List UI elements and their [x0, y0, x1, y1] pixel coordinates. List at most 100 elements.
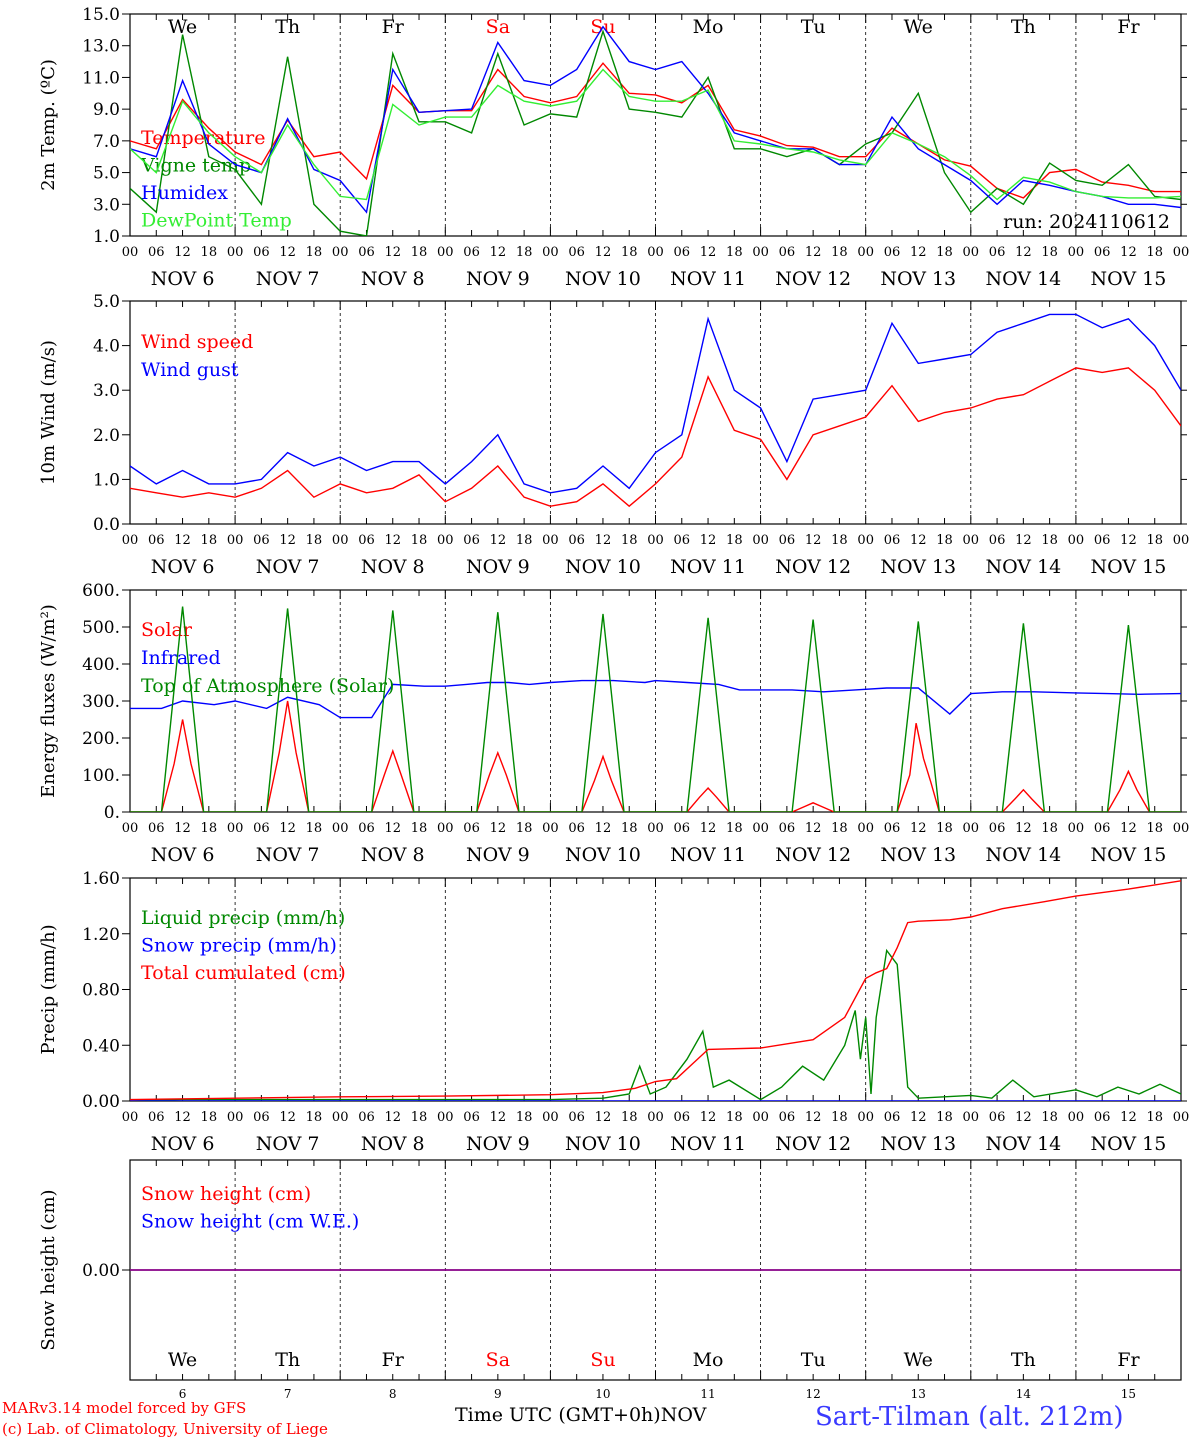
hour-tick-label: 18: [1146, 533, 1163, 548]
hour-tick-label: 06: [568, 1110, 585, 1125]
hour-tick-label: 06: [779, 821, 796, 836]
hour-tick-label: 00: [542, 821, 559, 836]
day-number-label: 12: [806, 1387, 821, 1401]
series-line-total-cumulated-cm: [130, 880, 1181, 1101]
date-label: NOV 11: [670, 556, 746, 578]
hour-tick-label: 12: [805, 533, 822, 548]
weekday-label: Th: [275, 16, 300, 38]
weekday-label: Mo: [693, 16, 724, 38]
date-label: NOV 13: [880, 268, 956, 290]
hour-tick-label: 18: [831, 821, 848, 836]
weekday-label: Th: [1011, 1349, 1036, 1371]
hour-tick-label: 00: [857, 821, 874, 836]
date-label: NOV 8: [361, 556, 425, 578]
y-tick-label: 300.: [82, 692, 120, 712]
hour-tick-label: 06: [463, 1110, 480, 1125]
hour-tick-label: 00: [647, 821, 664, 836]
hour-tick-label: 18: [1041, 1110, 1058, 1125]
date-label: NOV 10: [565, 556, 641, 578]
hour-tick-label: 12: [174, 533, 191, 548]
date-label: NOV 8: [361, 268, 425, 290]
hour-tick-label: 06: [674, 821, 691, 836]
weekday-label: Th: [275, 1349, 300, 1371]
day-number-label: 9: [494, 1387, 502, 1401]
y-tick-label: 400.: [82, 655, 120, 675]
legend-entry: Snow precip (mm/h): [141, 935, 337, 957]
legend-entry: Temperature: [141, 127, 265, 149]
hour-tick-label: 06: [779, 1110, 796, 1125]
hour-tick-label: 06: [989, 533, 1006, 548]
hour-tick-label: 12: [595, 1110, 612, 1125]
legend-entry: Wind speed: [141, 331, 253, 353]
hour-tick-label: 18: [201, 1110, 218, 1125]
hour-tick-label: 12: [805, 821, 822, 836]
hour-tick-label: 00: [332, 821, 349, 836]
date-label: NOV 11: [670, 1133, 746, 1155]
y-tick-label: 200.: [82, 729, 120, 749]
hour-tick-label: 00: [752, 245, 769, 260]
hour-tick-label: 18: [516, 821, 533, 836]
hour-tick-label: 00: [437, 1110, 454, 1125]
date-label: NOV 14: [985, 268, 1061, 290]
date-label: NOV 9: [466, 844, 530, 866]
date-label: NOV 10: [565, 1133, 641, 1155]
weekday-label: Sa: [486, 1349, 510, 1371]
hour-tick-label: 00: [542, 245, 559, 260]
hour-tick-label: 12: [490, 821, 507, 836]
day-number-label: 13: [911, 1387, 926, 1401]
date-label: NOV 13: [880, 844, 956, 866]
date-label: NOV 9: [466, 268, 530, 290]
hour-tick-label: 00: [542, 1110, 559, 1125]
hour-tick-label: 00: [752, 821, 769, 836]
weekday-label: We: [904, 1349, 933, 1371]
hour-tick-label: 18: [1041, 245, 1058, 260]
hour-tick-label: 12: [595, 245, 612, 260]
hour-tick-label: 12: [1015, 1110, 1032, 1125]
hour-tick-label: 12: [174, 821, 191, 836]
hour-tick-label: 06: [358, 533, 375, 548]
weekday-label: We: [168, 1349, 197, 1371]
y-tick-label: 2.0: [93, 426, 120, 446]
date-label: NOV 12: [775, 844, 851, 866]
weekday-label: Tu: [801, 1349, 826, 1371]
footer-xlabel: Time UTC (GMT+0h)NOV: [455, 1404, 706, 1426]
hour-tick-label: 12: [279, 533, 296, 548]
weekday-label: Sa: [486, 16, 510, 38]
hour-tick-label: 06: [253, 1110, 270, 1125]
hour-tick-label: 12: [384, 1110, 401, 1125]
hour-tick-label: 06: [358, 245, 375, 260]
date-label: NOV 6: [151, 844, 215, 866]
hour-tick-label: 12: [490, 245, 507, 260]
date-label: NOV 15: [1091, 556, 1167, 578]
hour-tick-label: 00: [1173, 1110, 1190, 1125]
y-tick-label: 0.00: [82, 1092, 120, 1112]
hour-tick-label: 00: [227, 245, 244, 260]
hour-tick-label: 00: [227, 533, 244, 548]
series-line-wind-gust: [130, 313, 1181, 494]
date-label: NOV 12: [775, 1133, 851, 1155]
hour-tick-label: 06: [568, 533, 585, 548]
y-tick-label: 13.0: [82, 37, 120, 57]
hour-tick-label: 12: [279, 245, 296, 260]
hour-tick-label: 18: [201, 533, 218, 548]
series-line-vigne-temp: [130, 29, 1181, 236]
series-line-solar: [130, 700, 1181, 812]
legend-entry: Vigne temp: [140, 155, 251, 177]
hour-tick-label: 06: [148, 533, 165, 548]
hour-tick-label: 06: [1094, 1110, 1111, 1125]
hour-tick-label: 00: [227, 1110, 244, 1125]
date-label: NOV 15: [1091, 844, 1167, 866]
date-label: NOV 12: [775, 268, 851, 290]
hour-tick-label: 18: [1146, 1110, 1163, 1125]
hour-tick-label: 06: [568, 821, 585, 836]
hour-tick-label: 00: [542, 533, 559, 548]
hour-tick-label: 18: [936, 821, 953, 836]
hour-tick-label: 00: [752, 533, 769, 548]
weekday-label: Su: [590, 1349, 615, 1371]
hour-tick-label: 18: [1146, 245, 1163, 260]
hour-tick-label: 06: [779, 533, 796, 548]
hour-tick-label: 00: [963, 245, 980, 260]
hour-tick-label: 18: [306, 245, 323, 260]
hour-tick-label: 00: [647, 533, 664, 548]
